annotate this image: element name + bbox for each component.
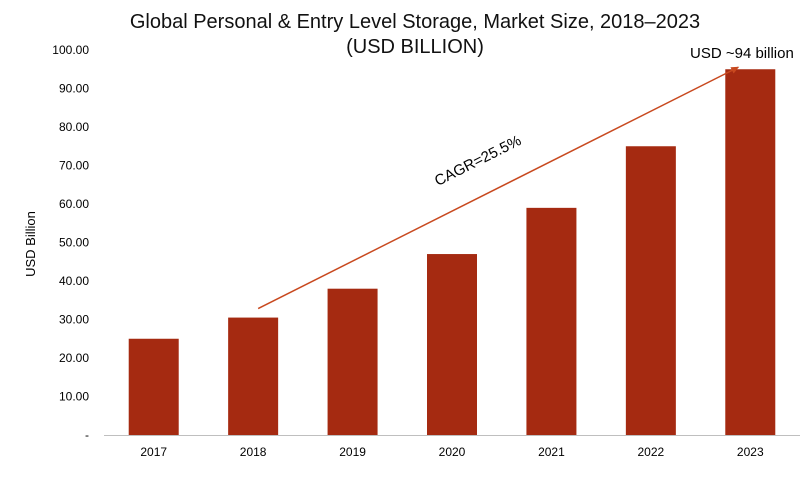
y-tick-label: 30.00 [59,313,89,327]
chart-title-line2: (USD BILLION) [346,36,484,58]
y-tick-label: 100.00 [52,43,89,57]
x-tick-label: 2021 [538,445,565,459]
x-tick-label: 2017 [140,445,167,459]
end-value-label: USD ~94 billion [690,45,794,62]
bars [128,69,776,435]
y-tick-label: 50.00 [59,236,89,250]
y-tick-label: 80.00 [59,120,89,134]
bar-2019 [327,288,378,435]
chart-title: Global Personal & Entry Level Storage, M… [0,10,800,60]
x-tick-label: 2018 [240,445,267,459]
y-axis-label: USD Billion [23,211,38,277]
y-tick-label: 20.00 [59,351,89,365]
x-axis-ticks: 2017 2018 2019 2020 2021 2022 2023 [140,445,764,459]
x-tick-label: 2019 [339,445,366,459]
y-tick-label: 10.00 [59,390,89,404]
bar-2020 [427,254,477,435]
y-tick-label: - [85,428,89,442]
y-tick-label: 40.00 [59,274,89,288]
x-tick-label: 2023 [737,445,764,459]
y-axis-ticks: - 10.00 20.00 30.00 40.00 50.00 60.00 70.00 80.0… [52,43,89,442]
bar-2022 [625,146,676,435]
chart-title-line1: Global Personal & Entry Level Storage, M… [129,11,701,33]
y-tick-label: 60.00 [59,197,89,211]
x-tick-label: 2022 [638,445,665,459]
cagr-arrow [257,66,740,310]
y-tick-label: 70.00 [59,159,89,173]
x-tick-label: 2020 [439,445,466,459]
bar-2017 [128,338,179,435]
bar-2023 [725,69,776,435]
bar-2021 [526,207,577,435]
bar-2018 [228,317,279,435]
y-tick-label: 90.00 [59,82,89,96]
